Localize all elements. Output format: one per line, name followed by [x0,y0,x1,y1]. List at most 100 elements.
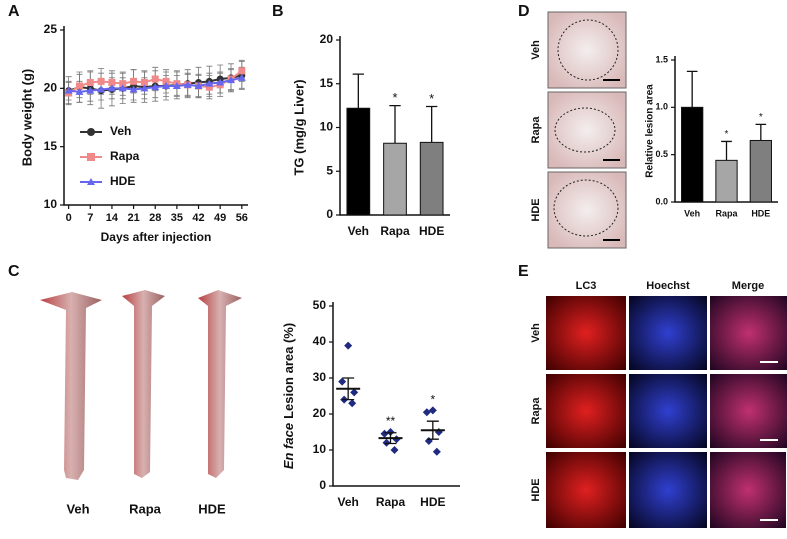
y-axis-label: TG (mg/g Liver) [291,79,306,175]
point [424,437,433,445]
panel-label: D [518,3,530,20]
bar [681,106,704,203]
y-axis-label-italic: En face [281,423,296,469]
column-label: Hoechst [646,280,690,292]
marker [237,73,246,81]
point [422,408,431,417]
x-tick-label: Veh [348,224,369,238]
x-tick-label: HDE [419,224,444,238]
marker [86,79,94,86]
marker [97,85,106,93]
row-label: Veh [530,40,542,60]
significance: * [430,393,435,407]
error-bar [426,420,439,440]
bar [749,139,772,203]
error-bar [384,432,397,445]
point [350,388,359,397]
x-tick-label: Veh [337,495,358,509]
point [344,341,353,350]
y-tick-label: 15 [320,76,334,90]
point [386,428,395,436]
marker [129,85,138,93]
legend-marker [87,178,95,185]
marker [75,87,84,95]
y-tick-label: 0 [326,207,333,221]
x-tick-label: 28 [149,212,161,224]
row-label: HDE [530,198,542,221]
legend-label: HDE [110,174,135,188]
row-label: Veh [530,323,542,343]
point [382,438,391,447]
point [380,429,389,438]
y-tick-label: 20 [44,81,58,95]
column-label: Merge [732,280,764,292]
x-tick-label: 14 [106,212,119,224]
error-bar [686,70,698,108]
y-axis-label: Body weight (g) [19,69,34,167]
x-tick-label: Rapa [715,208,738,218]
row-label: Rapa [530,116,542,144]
marker [183,80,192,88]
x-tick-label: HDE [751,208,770,218]
x-tick-label: 35 [171,212,183,224]
bar [715,159,738,203]
marker [130,77,138,85]
x-tick-label: Rapa [376,495,406,509]
error-bar [389,104,401,144]
point [428,406,437,415]
point [392,435,401,444]
y-tick-label: 50 [313,298,327,312]
y-tick-label: 0 [319,478,326,492]
image-label: HDE [198,501,226,516]
y-axis-label: En face Lesion area (%) [281,323,296,469]
bar [346,107,371,216]
image-label: Rapa [129,501,162,516]
y-tick-label: 20 [320,32,334,46]
y-axis-label-rest: Lesion area (%) [281,323,296,419]
y-tick-label: 40 [313,334,327,348]
y-tick-label: 5 [326,163,333,177]
marker [216,78,225,86]
x-tick-label: Rapa [380,224,410,238]
histology-images [547,11,627,249]
marker [140,84,149,92]
marker [172,82,181,89]
aorta-images [40,290,242,480]
y-tick-label: 10 [313,442,327,456]
x-tick-label: HDE [420,495,445,509]
y-axis-label: Relative lesion area [645,84,656,178]
marker [119,80,127,88]
x-tick-label: 0 [66,212,72,224]
y-tick-label: 10 [320,120,334,134]
x-tick-label: 7 [87,212,93,224]
marker [238,67,246,75]
marker [64,86,73,94]
marker [194,82,203,89]
marker [97,77,105,85]
marker [107,84,116,92]
point [432,447,441,456]
panel-label: E [518,263,529,280]
legend-label: Veh [110,124,131,138]
x-tick-label: 56 [236,212,248,224]
row-label: HDE [530,478,542,501]
x-tick-label: 21 [127,212,139,224]
marker [162,82,171,89]
bar [383,142,407,216]
marker [205,79,214,87]
error-bar [755,123,767,141]
marker [151,75,159,83]
panel-label: A [8,3,20,20]
y-tick-label: 25 [44,22,58,36]
fluorescence-images [546,296,787,528]
y-tick-label: 0.5 [655,149,668,159]
point [338,377,347,386]
error-bar [425,105,438,143]
legend-marker [87,128,95,136]
marker [118,84,127,92]
point [348,399,357,408]
panel-label: C [8,263,20,280]
bar [419,141,444,216]
axes [63,26,248,206]
